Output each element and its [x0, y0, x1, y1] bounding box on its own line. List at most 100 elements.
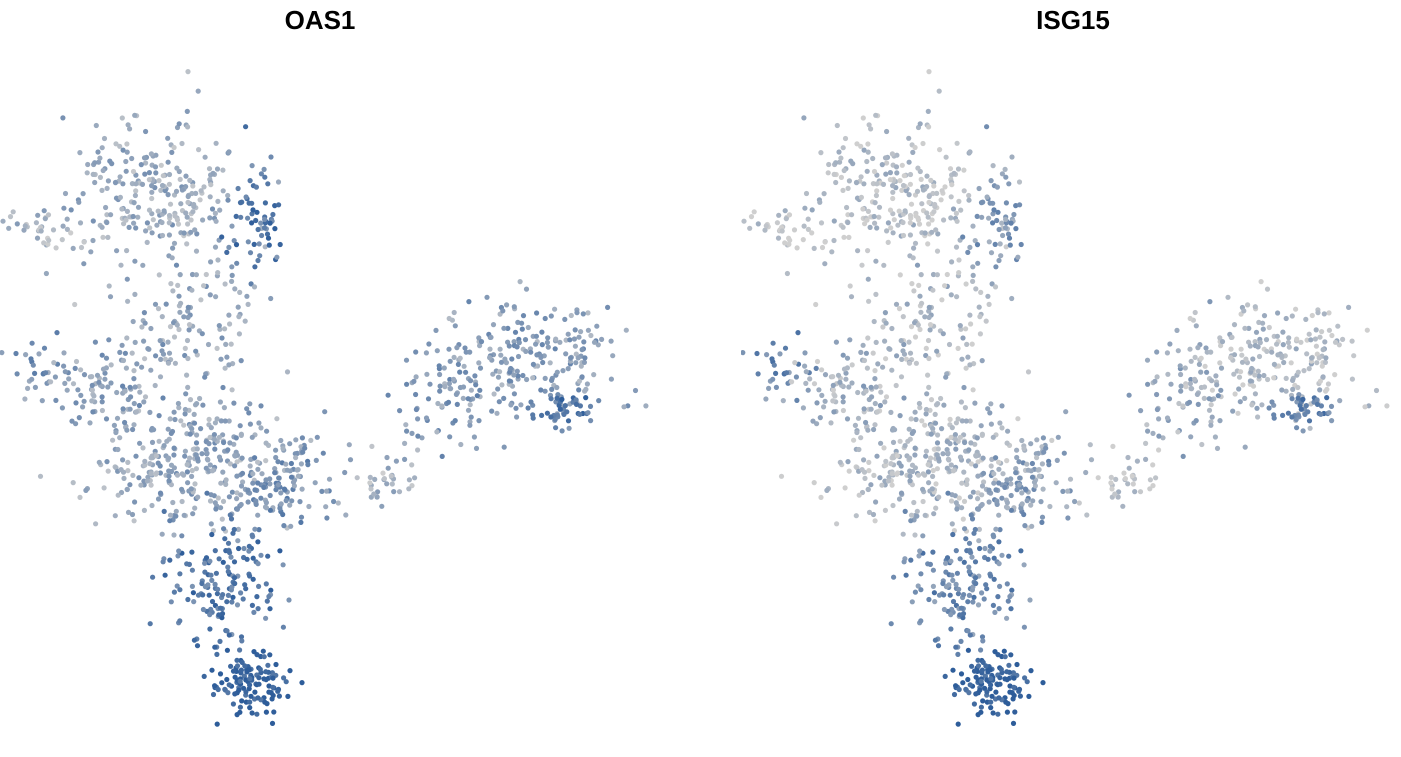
cell-point: [544, 339, 551, 346]
cell-point: [288, 460, 294, 467]
cell-point: [268, 154, 274, 160]
cell-point: [1300, 396, 1306, 402]
cell-point: [133, 409, 139, 415]
cell-point: [185, 199, 191, 205]
cell-point: [895, 222, 901, 228]
cell-point: [1314, 397, 1320, 403]
cell-point: [925, 108, 931, 114]
cell-point: [1300, 428, 1306, 434]
cell-point: [1014, 454, 1020, 461]
cell-point: [783, 216, 789, 222]
cell-point: [250, 207, 256, 213]
cell-point: [139, 181, 146, 187]
cell-point: [226, 682, 232, 688]
cell-point: [38, 228, 44, 234]
cell-point: [934, 272, 940, 278]
cell-point: [255, 512, 261, 518]
cell-point: [1314, 401, 1321, 407]
cell-point: [766, 385, 772, 391]
cell-point: [166, 455, 172, 461]
cell-point: [267, 220, 273, 226]
cell-point: [963, 326, 969, 332]
cell-point: [229, 599, 235, 605]
cell-point: [972, 575, 979, 581]
cell-point: [1260, 320, 1266, 326]
cell-point: [1219, 339, 1226, 345]
cell-point: [837, 159, 843, 165]
cell-point: [132, 112, 138, 118]
cell-point: [171, 240, 178, 246]
cell-point: [101, 135, 108, 142]
cell-point: [73, 358, 80, 365]
cell-point: [212, 500, 218, 506]
cell-point: [1174, 327, 1180, 333]
cell-point: [214, 721, 220, 727]
cell-point: [206, 441, 212, 447]
cell-point: [979, 483, 986, 489]
cell-point: [208, 572, 214, 578]
cell-point: [1253, 329, 1260, 335]
cell-point: [955, 591, 961, 597]
cell-point: [246, 200, 252, 206]
cell-point: [990, 710, 996, 716]
cell-point: [498, 359, 505, 365]
cell-point: [910, 149, 916, 155]
cell-point: [174, 165, 180, 171]
cell-point: [919, 300, 925, 306]
cell-point: [901, 341, 907, 348]
cell-point: [76, 415, 82, 421]
cell-point: [252, 526, 258, 532]
cell-point: [1314, 360, 1320, 366]
cell-point: [901, 395, 907, 401]
cell-point: [539, 329, 545, 335]
cell-point: [347, 457, 354, 463]
cell-point: [1034, 437, 1040, 443]
cell-point: [995, 209, 1001, 215]
cell-point: [928, 455, 934, 461]
cell-point: [141, 310, 147, 316]
cell-point: [106, 337, 112, 343]
cell-point: [265, 662, 271, 668]
cell-point: [934, 466, 940, 472]
cell-point: [31, 370, 38, 376]
cell-point: [1166, 396, 1173, 402]
cell-point: [281, 486, 288, 492]
cell-point: [104, 459, 110, 465]
cell-point: [948, 612, 954, 618]
cell-point: [85, 161, 91, 168]
cell-point: [908, 416, 914, 422]
cell-point: [1317, 334, 1323, 340]
cell-point: [591, 339, 598, 345]
cell-point: [168, 482, 174, 488]
cell-point: [882, 507, 888, 513]
cell-point: [588, 418, 594, 424]
cell-point: [1218, 365, 1225, 371]
cell-point: [174, 583, 180, 589]
cell-point: [916, 221, 923, 227]
cell-point: [406, 486, 412, 492]
cell-point: [755, 221, 761, 227]
cell-point: [43, 270, 50, 277]
panel-title: ISG15: [1036, 5, 1110, 35]
cell-point: [95, 149, 101, 155]
cell-point: [840, 187, 846, 193]
cell-point: [275, 459, 281, 465]
cell-point: [1255, 344, 1261, 350]
cell-point: [219, 335, 225, 341]
cell-point: [207, 626, 213, 632]
cell-point: [207, 194, 213, 200]
cell-point: [186, 327, 192, 333]
cell-point: [452, 418, 458, 424]
cell-point: [66, 376, 72, 382]
cell-point: [124, 335, 130, 341]
cell-point: [1016, 688, 1022, 694]
cell-point: [1320, 374, 1326, 380]
cell-point: [187, 431, 193, 437]
cell-point: [219, 516, 225, 522]
cell-point: [385, 392, 391, 398]
cell-point: [467, 422, 473, 428]
cell-point: [906, 192, 912, 198]
cell-point: [837, 459, 843, 465]
cell-point: [538, 387, 544, 393]
cell-point: [963, 418, 969, 424]
